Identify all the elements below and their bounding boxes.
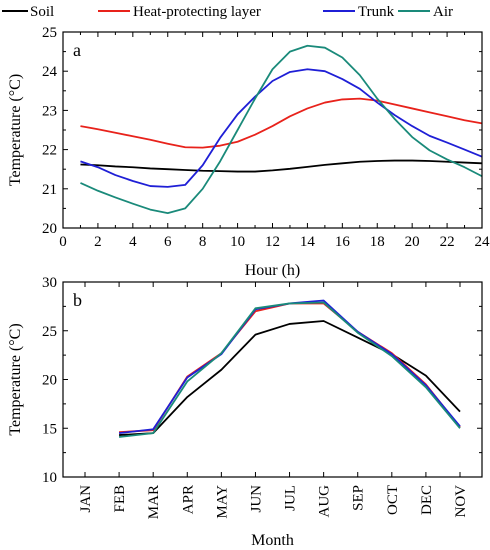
x-tick-label: 24 — [475, 234, 490, 250]
panel-label: a — [73, 40, 81, 60]
y-tick-label: 20 — [42, 373, 57, 389]
series-lines — [118, 299, 461, 438]
y-tick-label: 30 — [42, 275, 57, 291]
series-line-air — [118, 301, 461, 438]
x-tick-label: 0 — [59, 234, 67, 250]
x-tick-label: 8 — [199, 234, 207, 250]
x-tick-label: FEB — [112, 485, 128, 513]
legend-label-trunk: Trunk — [358, 4, 395, 20]
series-line-trunk — [80, 68, 483, 188]
series-line-trunk — [118, 299, 461, 435]
y-tick-label: 20 — [42, 221, 57, 237]
series-line-heat-protecting-layer — [80, 97, 483, 149]
y-tick-label: 25 — [42, 25, 57, 41]
x-tick-label: APR — [180, 485, 196, 514]
x-tick-label: 22 — [440, 234, 455, 250]
x-axis-label: Month — [251, 532, 294, 549]
x-tick-label: 12 — [265, 234, 280, 250]
x-tick-label: 16 — [335, 234, 351, 250]
x-tick-label: MAY — [214, 485, 230, 519]
x-tick-label: OCT — [385, 485, 401, 515]
series-lines — [80, 44, 483, 214]
y-axis-label: Temperature (°C) — [7, 323, 24, 435]
x-tick-label: 10 — [230, 234, 245, 250]
x-axis-label: Hour (h) — [245, 262, 301, 279]
legend-label-soil: Soil — [30, 4, 54, 20]
x-tick-label: SEP — [351, 485, 367, 511]
x-tick-label: 20 — [405, 234, 420, 250]
panel-label: b — [73, 290, 82, 310]
x-tick-label: JUL — [283, 485, 299, 511]
y-tick-label: 22 — [42, 143, 57, 159]
x-tick-label: DEC — [419, 485, 435, 515]
x-tick-label: JAN — [78, 485, 94, 513]
y-tick-label: 10 — [42, 470, 57, 486]
series-line-soil — [80, 159, 483, 173]
x-tick-label: 4 — [129, 234, 137, 250]
y-tick-label: 15 — [42, 421, 57, 437]
series-line-air — [80, 44, 483, 214]
y-tick-label: 25 — [42, 324, 57, 340]
y-tick-label: 21 — [42, 182, 57, 198]
x-tick-label: AUG — [317, 485, 333, 518]
y-tick-label: 23 — [42, 103, 57, 119]
x-tick-label: 14 — [300, 234, 316, 250]
x-tick-label: NOV — [453, 485, 469, 518]
legend-label-heat-protecting-layer: Heat-protecting layer — [133, 4, 261, 20]
series-line-heat-protecting-layer — [119, 302, 461, 434]
legend: Soil Heat-protecting layer Trunk Air — [2, 4, 453, 20]
x-tick-label: 6 — [164, 234, 172, 250]
legend-label-air: Air — [433, 4, 453, 20]
series-line-soil — [119, 320, 461, 436]
x-tick-label: 2 — [94, 234, 102, 250]
y-tick-label: 24 — [42, 64, 58, 80]
y-axis-label: Temperature (°C) — [7, 74, 24, 186]
panel-b-chart: 10 15 20 25 30 JAN FEB MAR APR MAY JUN JUL AUG SEP OCT… — [7, 275, 483, 549]
x-tick-label: JUN — [248, 485, 264, 513]
x-tick-label: MAR — [146, 485, 162, 519]
x-tick-label: 18 — [370, 234, 385, 250]
